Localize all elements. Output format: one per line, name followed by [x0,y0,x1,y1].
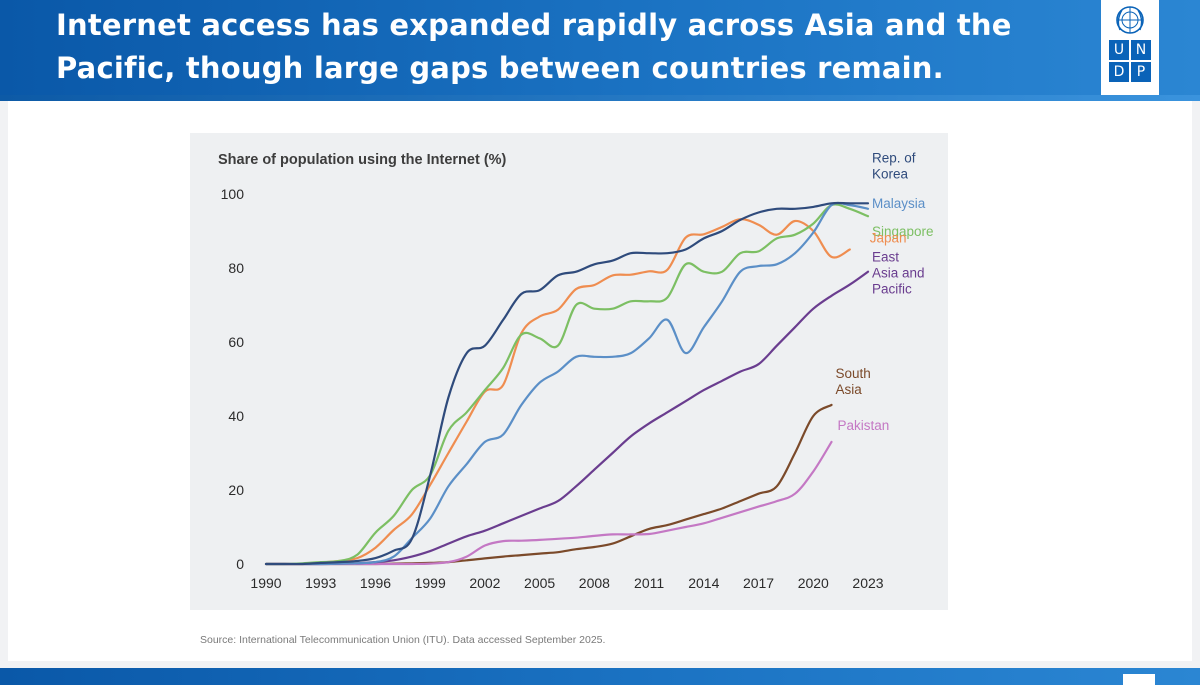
series-line-singapore [264,203,870,566]
series-label-rep-of-korea-line-2: Korea [872,166,909,181]
x-tick-label-4: 2002 [469,575,500,591]
y-tick-label-4: 80 [228,260,244,276]
undp-letter-u: U [1109,40,1129,60]
series-label-south-asia-line-2: Asia [836,382,863,397]
x-tick-label-7: 2011 [634,575,664,591]
un-globe-icon [1116,6,1144,34]
footer-logo-stub [1123,674,1155,685]
series-label-east-asia-and-pacific-line-3: Pacific [872,282,912,297]
chart-title: Share of population using the Internet (… [218,152,507,168]
x-tick-label-8: 2014 [688,575,719,591]
slide-title-line-1: Internet access has expanded rapidly acr… [56,8,1012,42]
series-label-singapore-line-1: Singapore [872,224,934,239]
undp-letter-n: N [1131,40,1151,60]
x-tick-label-9: 2017 [743,575,774,591]
series-label-rep-of-korea-line-1: Rep. of [872,150,916,165]
series-label-south-asia-line-1: South [836,366,871,381]
x-tick-label-0: 1990 [250,575,281,591]
y-tick-label-1: 20 [228,482,244,498]
y-tick-label-5: 100 [221,186,245,202]
x-tick-label-1: 1993 [305,575,336,591]
series-line-rep-of-korea [264,201,870,566]
source-note: Source: International Telecommunication … [200,634,606,646]
series-label-japan-line-1: Japan [870,231,907,246]
series-line-east-asia-and-pacific [264,270,870,566]
slide-header: Internet access has expanded rapidly acr… [0,0,1200,101]
series-label-east-asia-and-pacific-line-2: Asia and [872,266,925,281]
undp-letter-p: P [1131,62,1151,82]
slide-title: Internet access has expanded rapidly acr… [56,4,1066,90]
chart-background [190,133,948,610]
x-tick-label-11: 2023 [852,575,883,591]
series-line-malaysia [264,201,870,566]
undp-letters: U N D P [1109,40,1151,82]
y-tick-label-2: 40 [228,408,244,424]
series-line-japan [264,218,851,566]
footer-bar [0,668,1200,685]
internet-share-line-chart: Share of population using the Internet (… [218,150,934,591]
series-line-pakistan [264,440,833,566]
undp-letter-d: D [1109,62,1129,82]
x-tick-label-3: 1999 [415,575,446,591]
series-label-malaysia-line-1: Malaysia [872,196,926,211]
x-tick-label-2: 1996 [360,575,391,591]
x-tick-label-5: 2005 [524,575,555,591]
series-label-pakistan-line-1: Pakistan [838,418,890,433]
y-tick-label-3: 60 [228,334,244,350]
slide-title-line-2: Pacific, though large gaps between count… [56,51,944,85]
undp-logo: U N D P [1101,0,1159,96]
series-label-east-asia-and-pacific-line-1: East [872,250,899,265]
x-tick-label-6: 2008 [579,575,610,591]
x-tick-label-10: 2020 [798,575,829,591]
y-tick-label-0: 0 [236,556,244,572]
